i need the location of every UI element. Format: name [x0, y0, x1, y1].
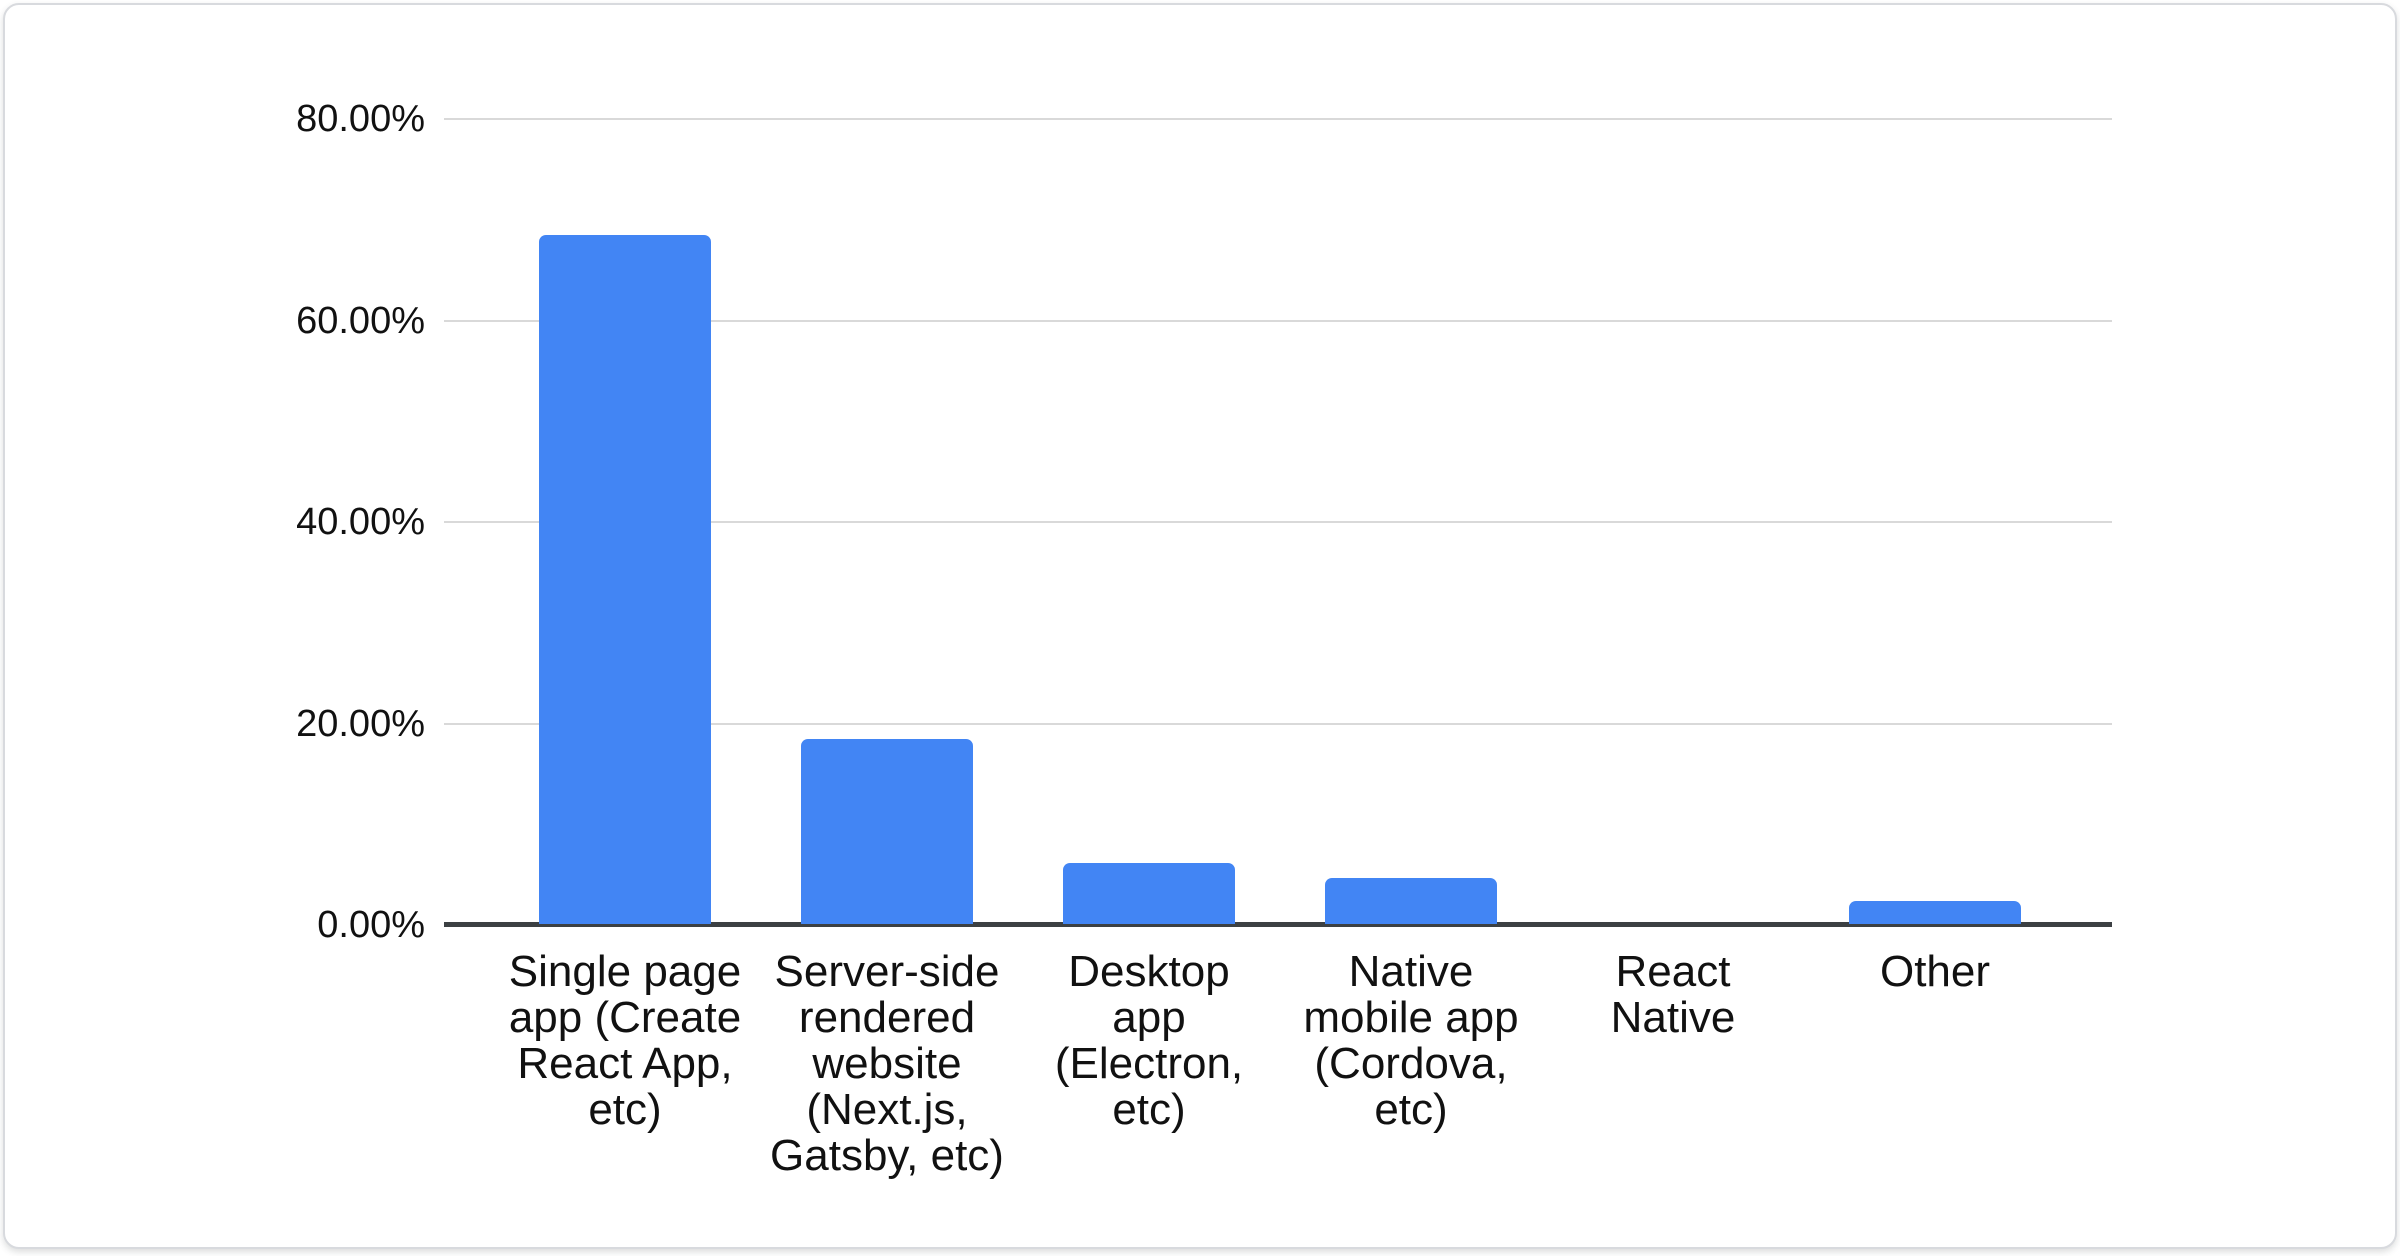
x-label-other: Other	[1879, 947, 1991, 996]
y-tick-label-40: 40.00%	[296, 501, 425, 543]
bar-single-page-app[interactable]	[539, 235, 711, 924]
gridline-80pct	[444, 118, 2112, 120]
y-tick-label-80: 80.00%	[296, 98, 425, 140]
x-axis-line	[444, 922, 2112, 927]
gridline-40pct	[444, 521, 2112, 523]
bar-desktop-app[interactable]	[1063, 863, 1235, 924]
y-tick-label-60: 60.00%	[296, 299, 425, 342]
x-label-single-page-app: Single page app (Create React App, etc)	[508, 947, 742, 1134]
bar-other[interactable]	[1849, 901, 2021, 924]
bar-server-side-rendered-website[interactable]	[801, 739, 973, 924]
x-label-desktop-app: Desktop app (Electron, etc)	[1054, 947, 1244, 1134]
y-tick-label-0: 0.00%	[317, 904, 425, 946]
bar-chart: 80.00% 60.00% 40.00% 20.00% 0.00% Single page…	[5, 5, 2395, 1247]
x-label-server-side-rendered-website: Server-side rendered website (Next.js, G…	[770, 947, 1004, 1180]
x-label-native-mobile-app: Native mobile app (Cordova, etc)	[1303, 947, 1519, 1134]
x-label-react-native: React Native	[1610, 947, 1736, 1042]
gridline-20pct	[444, 722, 2112, 725]
chart-card: 80.00% 60.00% 40.00% 20.00% 0.00% Single page…	[3, 3, 2397, 1249]
gridline-60pct	[444, 319, 2112, 322]
bar-native-mobile-app[interactable]	[1325, 878, 1497, 924]
y-tick-label-20: 20.00%	[296, 702, 425, 745]
